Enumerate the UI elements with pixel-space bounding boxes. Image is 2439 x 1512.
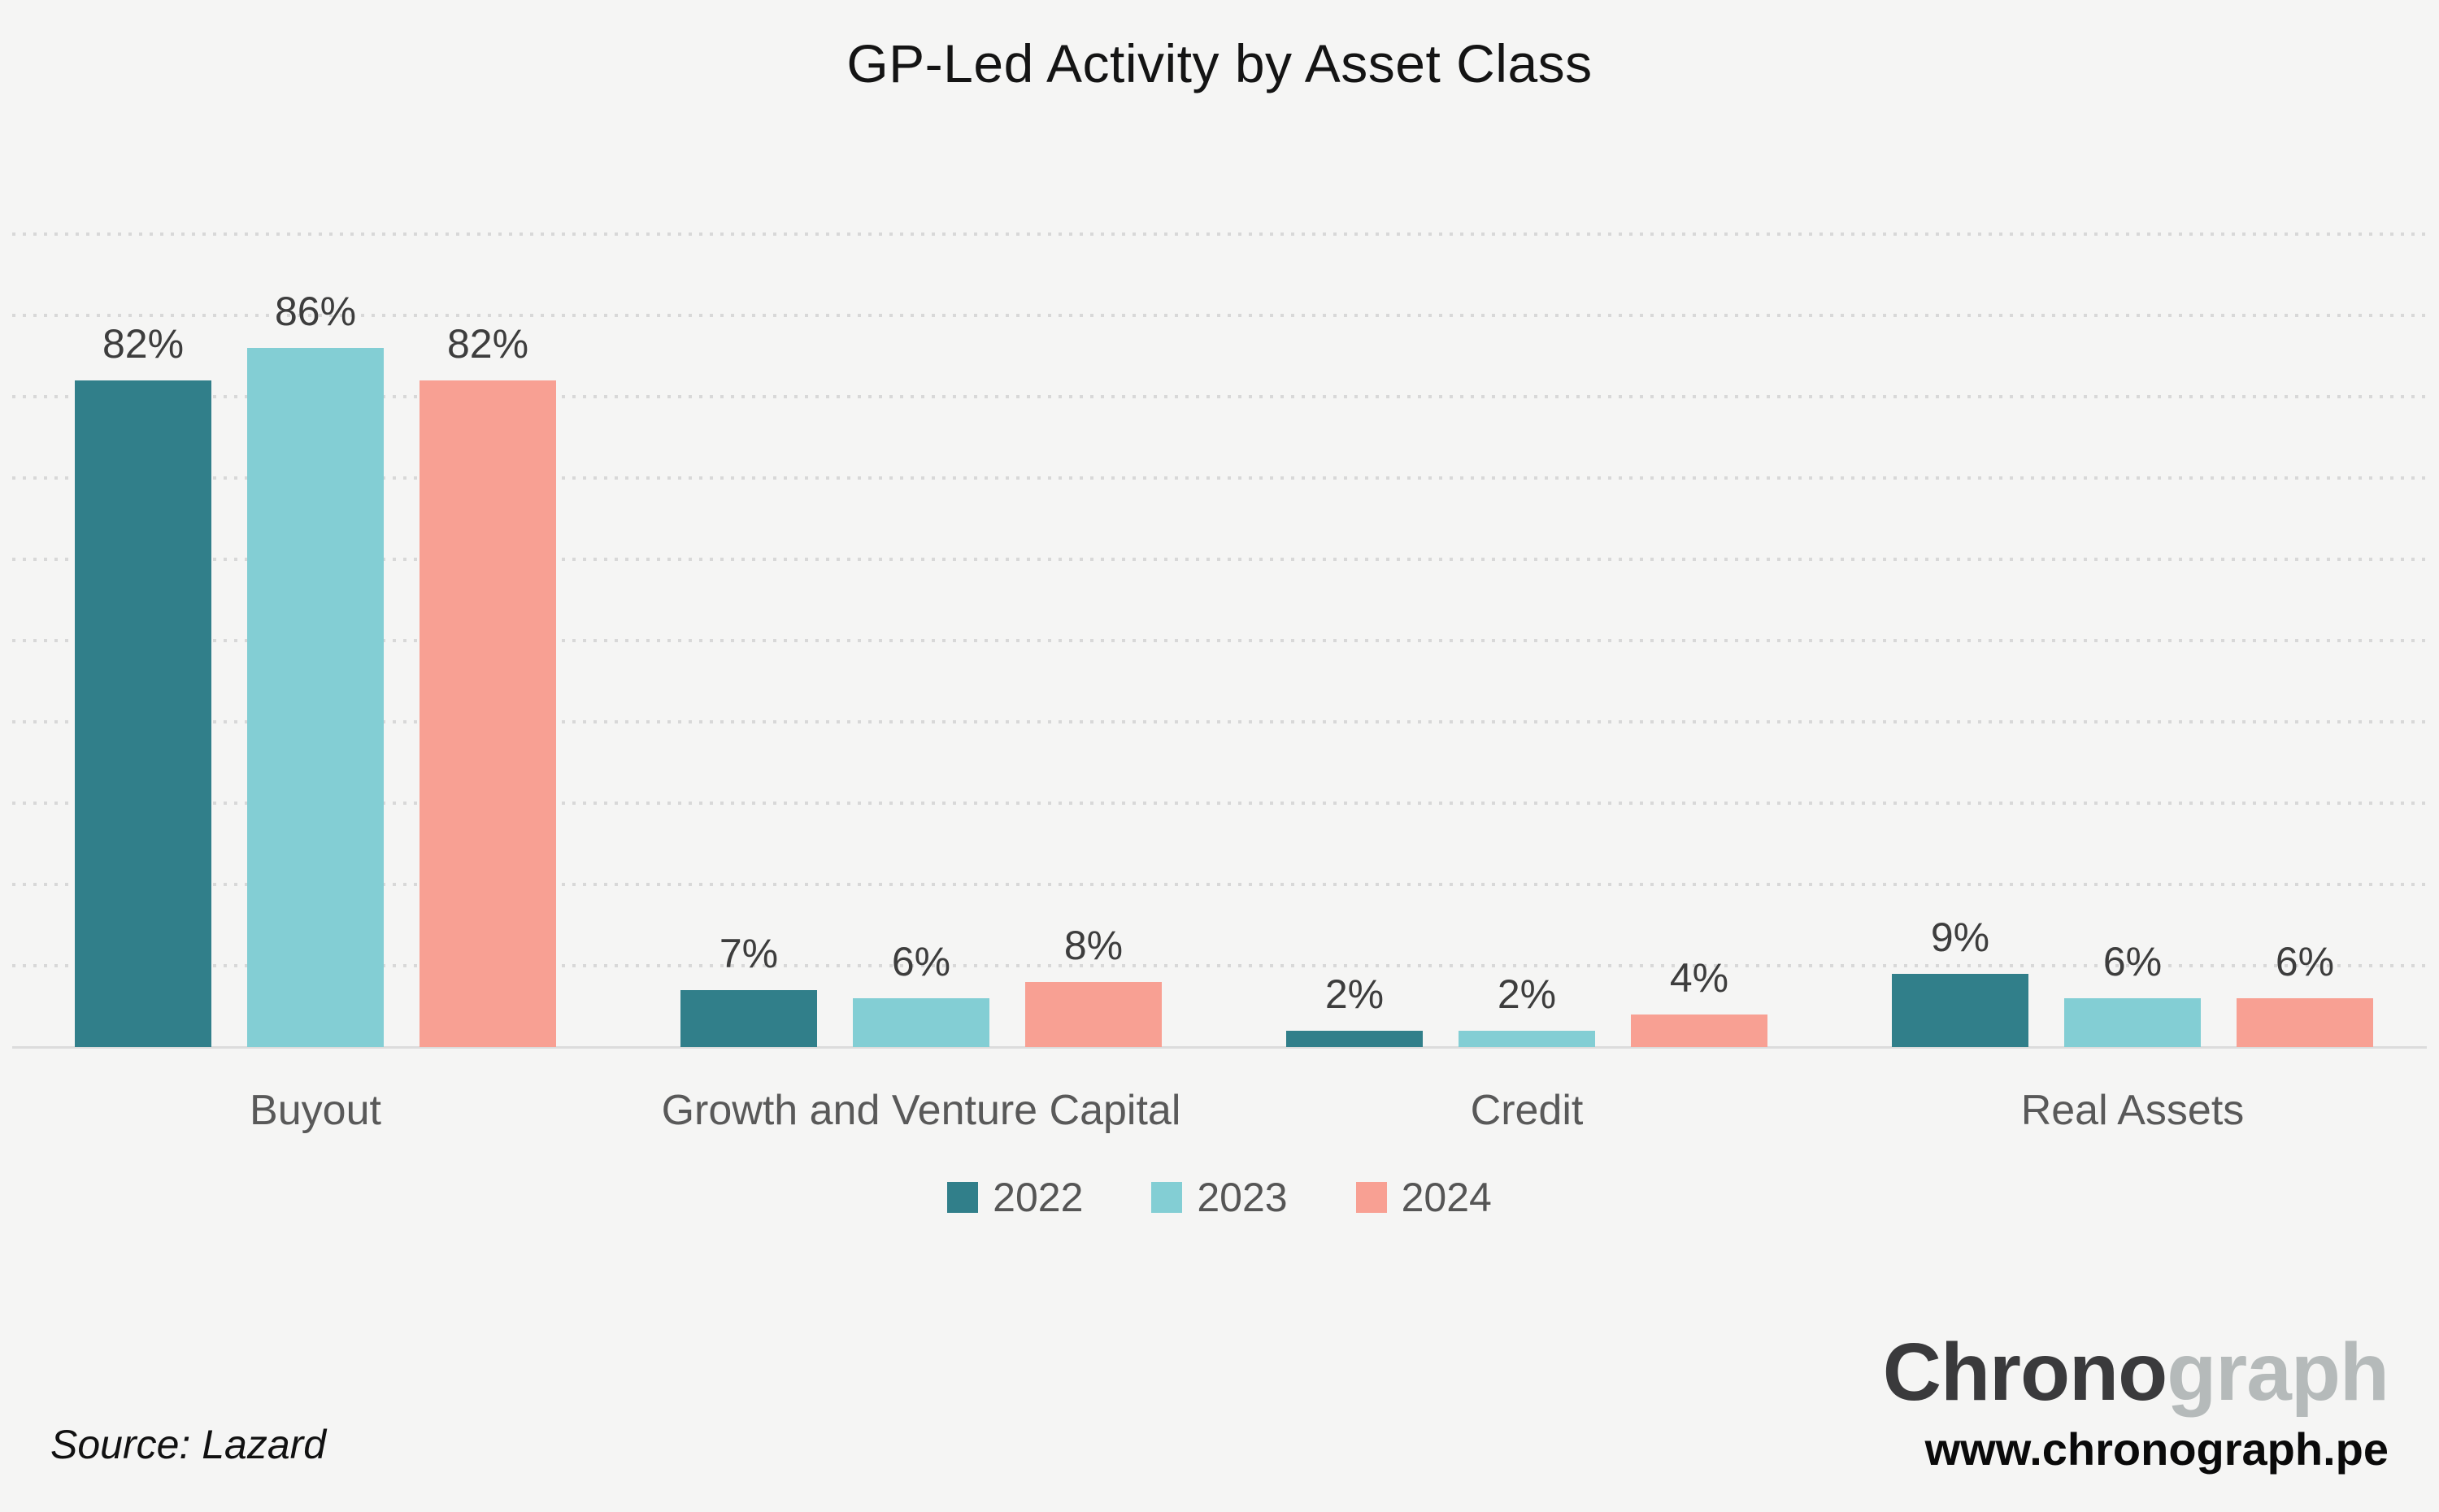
bar-value-label: 4% <box>1669 955 1729 1001</box>
legend-swatch-2024 <box>1355 1182 1387 1213</box>
brand-url: www.chronograph.pe <box>1924 1423 2389 1475</box>
bar-2023-real-assets <box>2064 998 2201 1047</box>
bar-2024-growth-and-venture-capital <box>1025 982 1162 1047</box>
bar-value-label: 8% <box>1063 923 1124 968</box>
gridline-70 <box>12 476 2427 480</box>
bar-value-label: 2% <box>1324 971 1385 1017</box>
gridline-100 <box>12 232 2427 236</box>
legend-label-2024: 2024 <box>1401 1175 1492 1220</box>
brand-block: Chronograph www.chronograph.pe <box>1883 1330 2389 1475</box>
bar-value-label: 6% <box>2102 939 2163 984</box>
legend-label-2023: 2023 <box>1197 1175 1288 1220</box>
legend-item-2023: 2023 <box>1151 1174 1288 1221</box>
logo-text-light: graph <box>2167 1327 2389 1418</box>
legend-swatch-2023 <box>1151 1182 1183 1213</box>
category-label-real-assets: Real Assets <box>2020 1087 2245 1134</box>
legend-label-2022: 2022 <box>993 1175 1084 1220</box>
legend-swatch-2022 <box>947 1182 979 1213</box>
logo-text-dark: Chrono <box>1882 1327 2167 1418</box>
gridline-40 <box>12 720 2427 723</box>
gridline-20 <box>12 883 2427 886</box>
gridline-90 <box>12 314 2427 317</box>
bar-2024-real-assets <box>2237 998 2373 1047</box>
legend: 2022 2023 2024 <box>0 1174 2439 1221</box>
bar-2022-growth-and-venture-capital <box>680 990 817 1047</box>
bar-value-label: 6% <box>2275 939 2335 984</box>
category-label-growth-and-venture-capital: Growth and Venture Capital <box>661 1087 1181 1134</box>
bar-2024-buyout <box>420 380 556 1047</box>
bar-2022-real-assets <box>1892 974 2028 1047</box>
category-label-credit: Credit <box>1470 1087 1584 1134</box>
gridline-50 <box>12 639 2427 642</box>
bar-value-label: 6% <box>891 939 951 984</box>
bar-2022-credit <box>1286 1031 1423 1047</box>
bar-value-label: 2% <box>1497 971 1557 1017</box>
source-note: Source: Lazard <box>50 1422 327 1467</box>
gridline-10 <box>12 964 2427 967</box>
bar-2022-buyout <box>75 380 211 1047</box>
gridline-80 <box>12 395 2427 398</box>
bar-2023-buyout <box>247 348 384 1047</box>
x-axis-line <box>12 1046 2427 1049</box>
bar-2023-credit <box>1459 1031 1595 1047</box>
legend-item-2022: 2022 <box>947 1174 1083 1221</box>
bar-value-label: 9% <box>1930 915 1990 960</box>
chart-title: GP-Led Activity by Asset Class <box>846 33 1593 93</box>
bar-2023-growth-and-venture-capital <box>853 998 989 1047</box>
bar-value-label: 86% <box>274 289 357 334</box>
bar-value-label: 82% <box>102 321 185 367</box>
legend-item-2024: 2024 <box>1355 1174 1492 1221</box>
chronograph-logo: Chronograph <box>1883 1330 2389 1414</box>
gridline-60 <box>12 558 2427 561</box>
category-label-buyout: Buyout <box>250 1087 381 1134</box>
bar-2024-credit <box>1631 1015 1767 1047</box>
gridline-30 <box>12 802 2427 805</box>
bar-value-label: 7% <box>719 931 779 976</box>
bar-value-label: 82% <box>446 321 529 367</box>
